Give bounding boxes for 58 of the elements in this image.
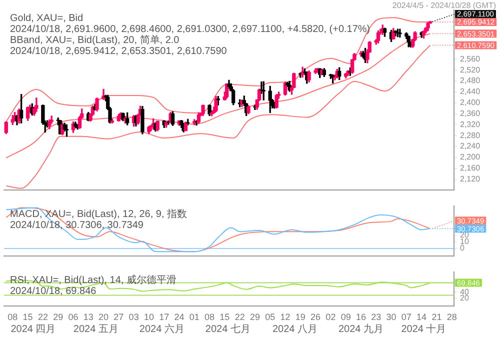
x-tick-label: 13 [83,312,94,322]
x-tick-label: 16 [356,312,366,322]
text: 2024 六月 [139,323,184,336]
x-tick-label: 14 [416,312,427,322]
text: 2024 九月 [338,323,384,336]
y-tick-label: 2,280 [460,130,481,140]
x-tick-label: 20 [98,312,109,322]
y-tick-label: 2,240 [460,142,481,151]
text: 2024 七月 [205,323,250,336]
y-tick-label: 2,200 [460,152,481,162]
text: 2024 十月 [401,323,446,336]
x-tick-label: 07 [401,312,412,322]
y-tick-label: 2,400 [460,98,481,108]
y-tick-label: 2,160 [460,164,481,173]
x-tick-label: 15 [220,312,230,322]
x-tick-label: 12 [280,312,290,322]
x-tick-label: 08 [204,312,215,322]
x-tick-label: 08 [8,312,18,322]
x-tick-label: 09 [340,312,351,322]
text: 2024/10/18, 69.846 [10,286,97,297]
text: 2024 四月 [10,324,56,336]
y-tick-label: 2,520 [460,65,481,74]
x-tick-label: 24 [174,312,184,322]
y-tick-label: 10 [460,237,470,246]
x-tick-label: 15 [22,312,33,322]
x-tick-label: 22 [38,312,48,322]
y-tick-label: 0 [460,244,465,253]
x-tick-label: 06 [68,312,78,322]
x-tick-label: 02 [326,312,336,322]
x-tick-label: 21 [432,312,442,322]
x-tick-label: 22 [234,312,245,322]
x-tick-label: 10 [144,312,154,322]
y-tick-label: 40 [460,287,470,296]
x-tick-label: 29 [53,312,64,322]
y-tick-label: 2,320 [460,120,481,129]
x-tick-label: 23 [371,312,382,322]
y-tick-label: 2,440 [460,87,481,96]
x-tick-label: 30 [386,312,396,322]
y-tick-label: 2,480 [460,76,481,86]
x-tick-label: 17 [159,312,170,322]
y-tick-label: 2,120 [460,174,481,184]
text: 2024 八月 [272,324,318,336]
x-tick-label: 29 [250,312,260,322]
y-tick-label: 20 [460,294,470,303]
text: 2024 五月 [73,324,118,336]
x-tick-label: 28 [446,312,457,322]
x-tick-label: 27 [114,312,124,322]
x-tick-label: 03 [128,312,139,322]
annotation: 2024/10/18, 2,695.9412, 2,653.3501, 2,610.7590 [10,46,228,57]
x-tick-label: 05 [265,312,276,322]
annotation: BBand, XAU=, Bid(Last), 20, 简单, 2.0 [10,34,180,46]
x-tick-label: 26 [310,312,321,322]
annotation: 2024/4/5 - 2024/10/28 (GMT) [392,1,496,10]
chart-title: Gold, XAU=, Bid [10,13,84,24]
x-tick-label: 01 [189,312,200,322]
x-tick-label: 19 [295,312,306,322]
y-tick-label: 2,560 [460,54,481,64]
y-tick-label: 2,360 [460,108,481,118]
